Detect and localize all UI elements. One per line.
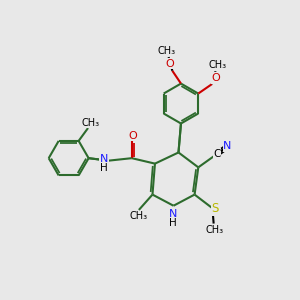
Text: CH₃: CH₃ [129, 211, 147, 221]
Text: H: H [100, 163, 108, 172]
Text: O: O [128, 131, 136, 141]
Text: H: H [169, 218, 177, 228]
Text: CH₃: CH₃ [82, 118, 100, 128]
Text: N: N [169, 209, 177, 219]
Text: N: N [100, 154, 108, 164]
Text: O: O [211, 73, 220, 83]
Text: C: C [213, 149, 220, 159]
Text: N: N [223, 141, 232, 151]
Text: O: O [165, 59, 174, 69]
Text: CH₃: CH₃ [208, 60, 226, 70]
Text: CH₃: CH₃ [157, 46, 175, 56]
Text: CH₃: CH₃ [205, 226, 223, 236]
Text: S: S [211, 202, 219, 215]
